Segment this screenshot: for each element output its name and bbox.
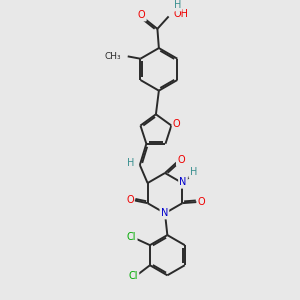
Text: H: H	[174, 0, 181, 10]
Text: OH: OH	[174, 9, 189, 19]
Text: CH₃: CH₃	[104, 52, 121, 61]
Text: O: O	[197, 197, 205, 207]
Text: O: O	[173, 119, 181, 129]
Text: N: N	[179, 178, 187, 188]
Text: O: O	[126, 195, 134, 205]
Text: Cl: Cl	[129, 271, 138, 281]
Text: N: N	[161, 208, 168, 218]
Text: O: O	[138, 10, 146, 20]
Text: H: H	[127, 158, 135, 168]
Text: O: O	[177, 155, 185, 165]
Text: Cl: Cl	[127, 232, 136, 242]
Text: H: H	[190, 167, 197, 177]
